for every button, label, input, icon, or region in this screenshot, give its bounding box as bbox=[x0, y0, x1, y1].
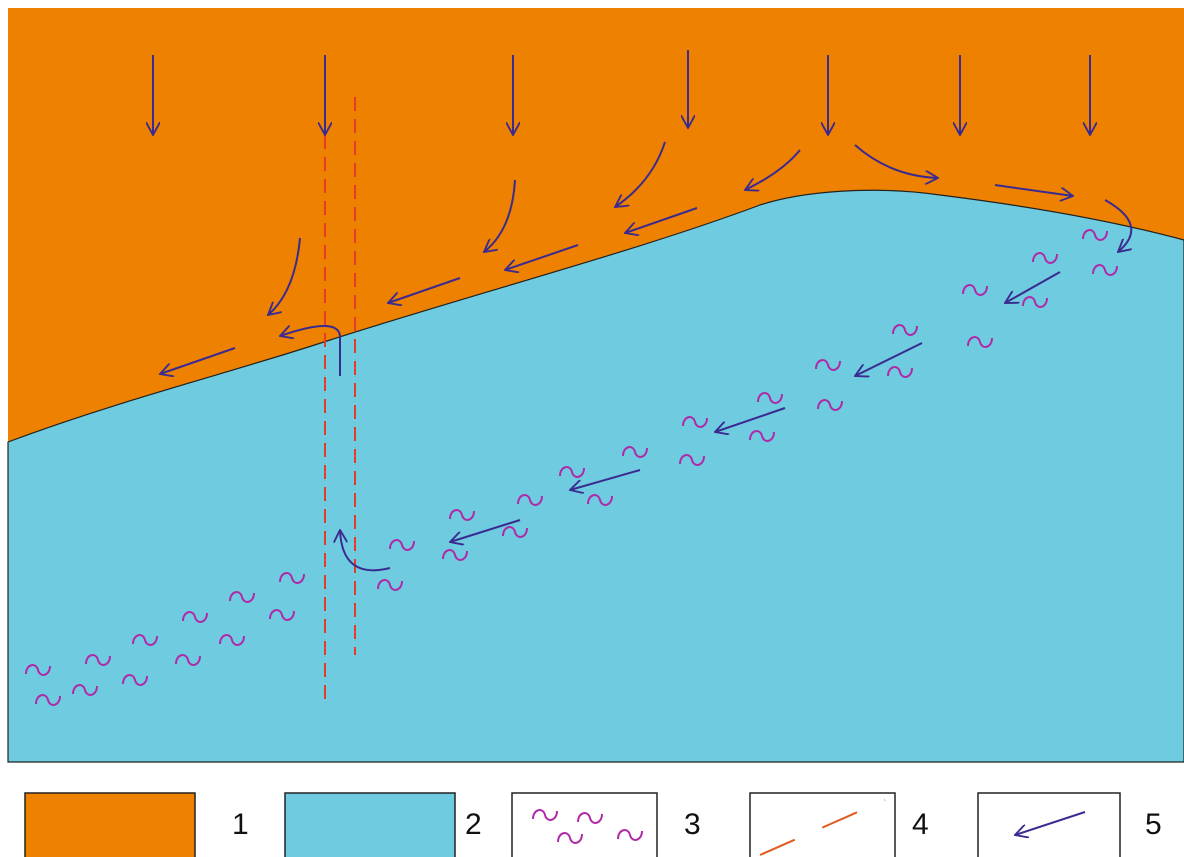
legend-swatch bbox=[285, 793, 455, 857]
legend-label: 4 bbox=[912, 808, 929, 841]
cross-section bbox=[8, 8, 1184, 762]
page: 1 2 3 4 5 (() => { const data = JSON.par… bbox=[0, 0, 1184, 857]
diagram: 1 2 3 4 5 bbox=[0, 0, 1184, 857]
legend-label: 2 bbox=[465, 808, 482, 841]
legend-swatch bbox=[25, 793, 195, 857]
legend: 1 2 3 4 5 bbox=[25, 793, 1162, 857]
legend-label: 3 bbox=[684, 808, 701, 841]
legend-swatch bbox=[978, 793, 1120, 857]
legend-label: 5 bbox=[1145, 808, 1162, 841]
legend-label: 1 bbox=[232, 808, 249, 841]
legend-swatch bbox=[750, 793, 895, 857]
legend-swatch bbox=[512, 793, 657, 857]
